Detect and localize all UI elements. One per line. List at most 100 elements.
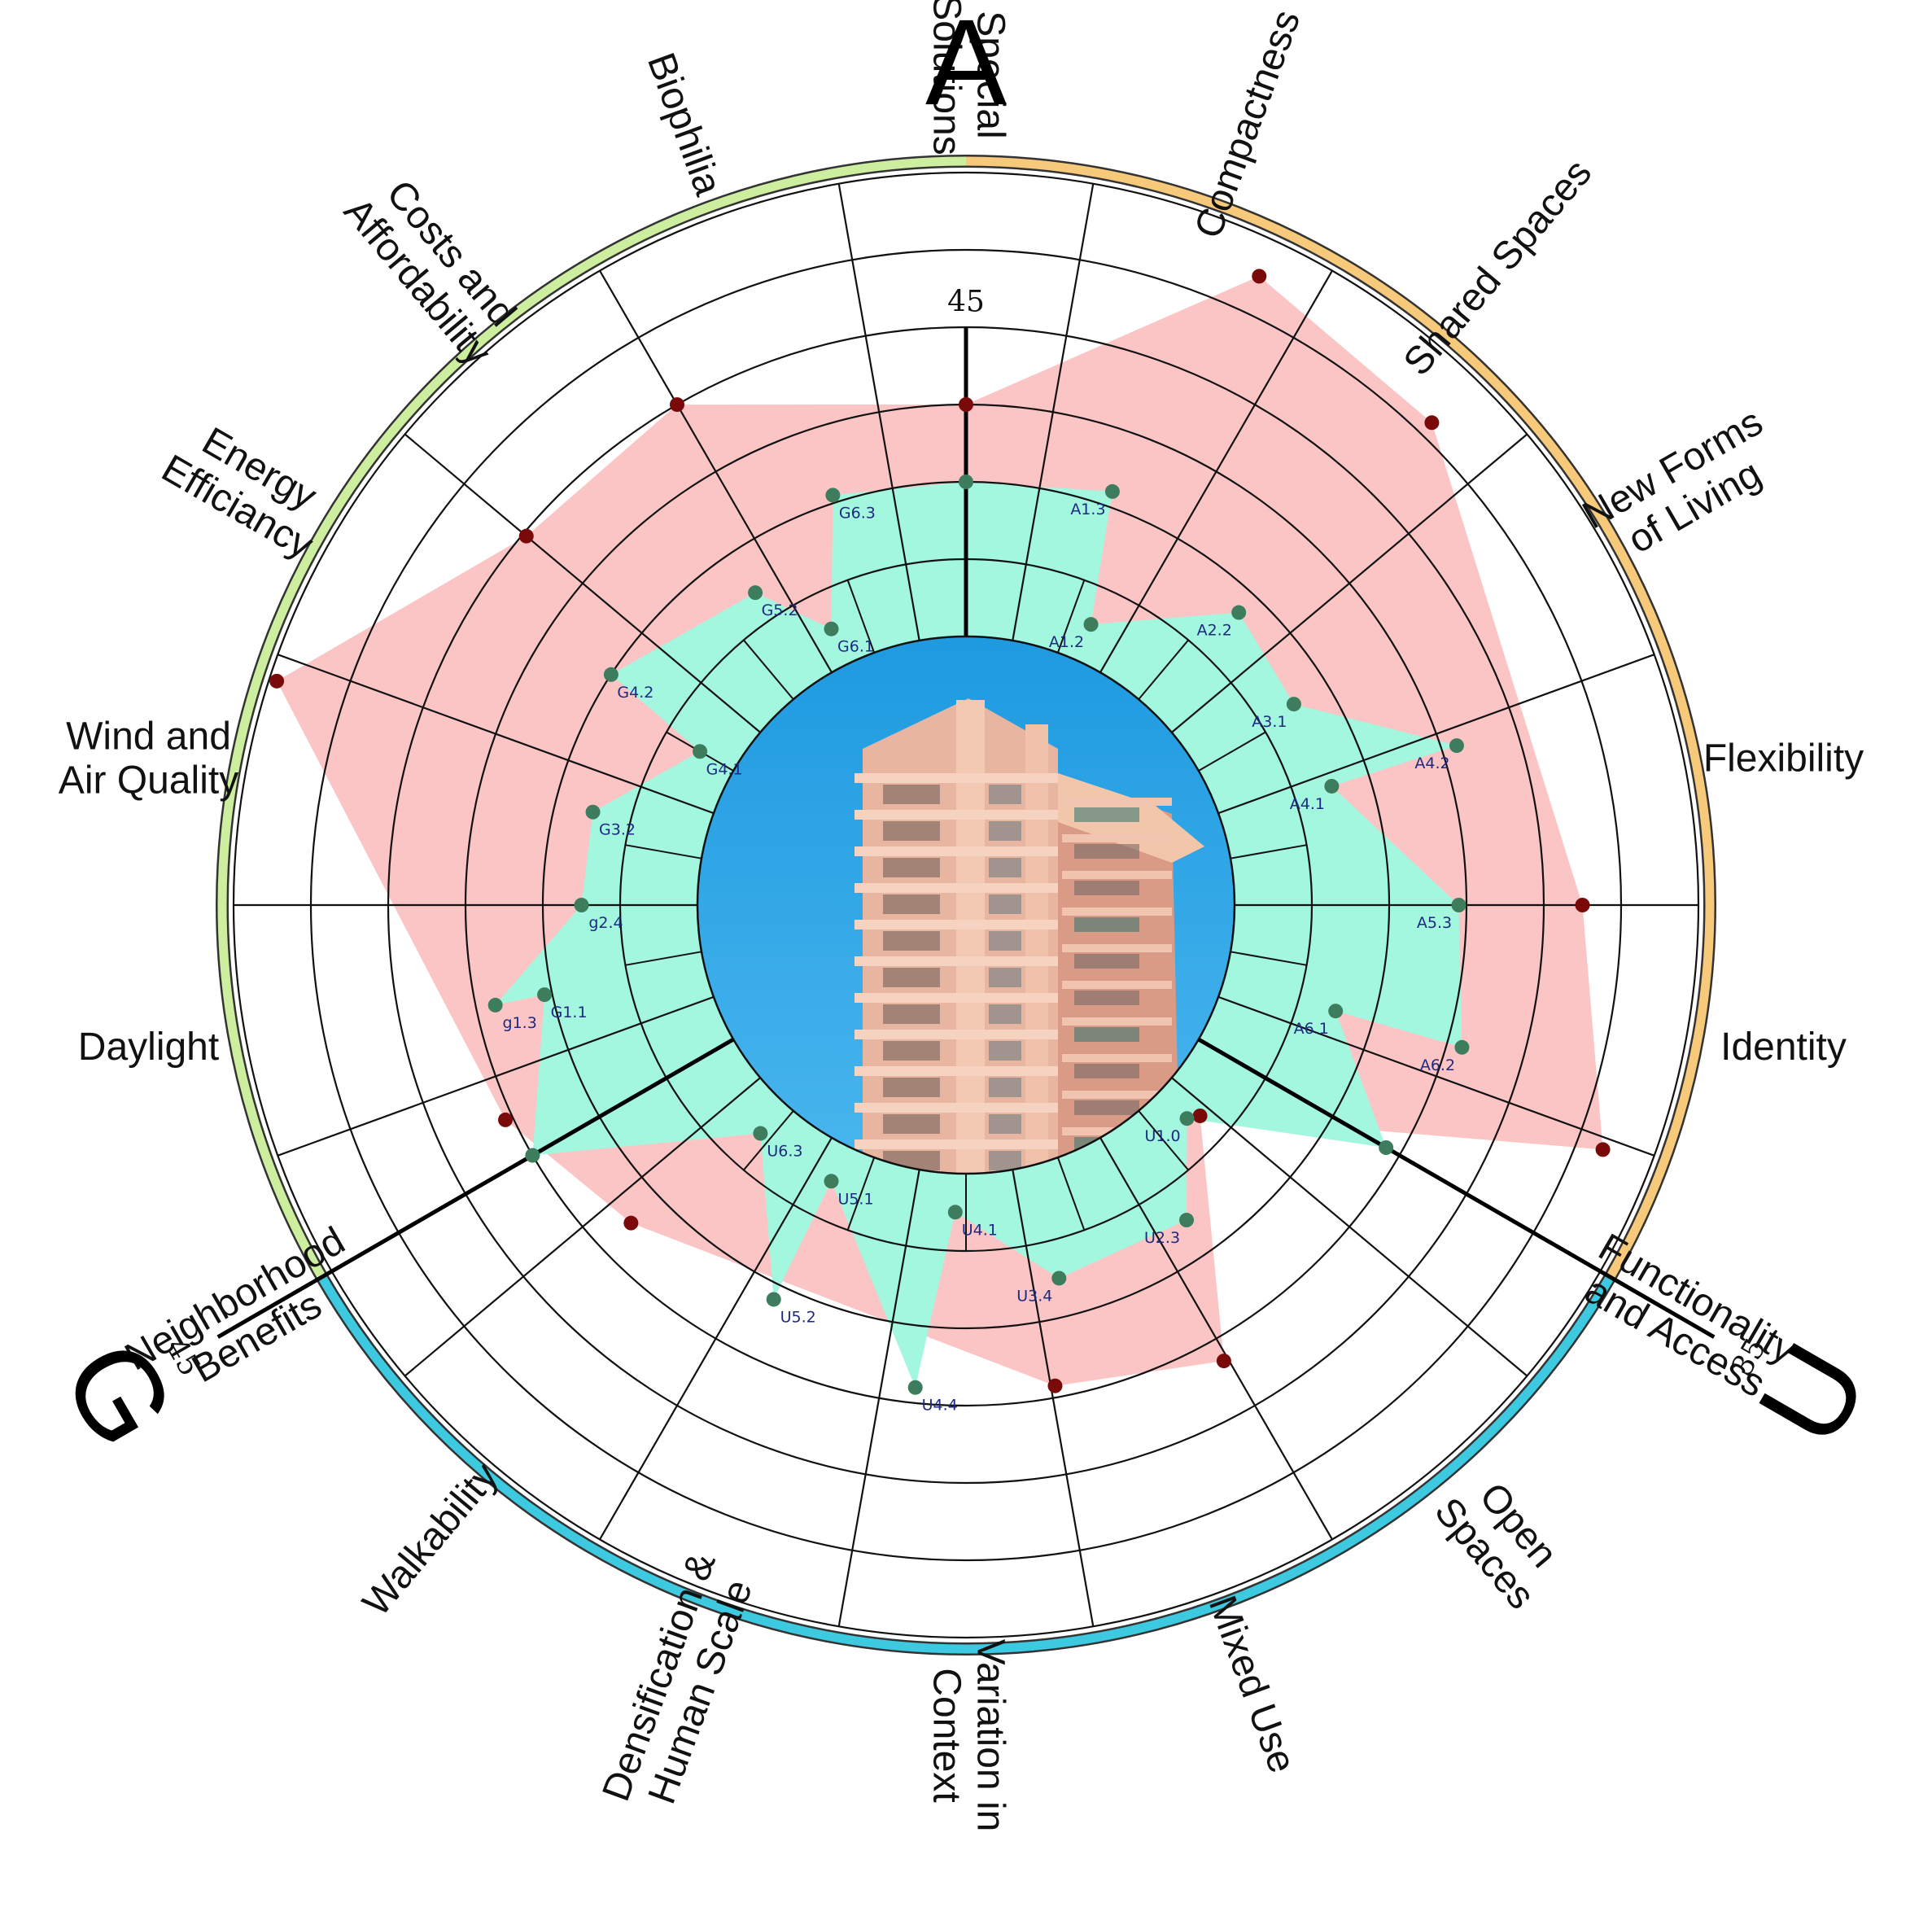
window bbox=[883, 1041, 940, 1061]
code-label: A6.2 bbox=[1420, 1056, 1455, 1074]
floor-slab bbox=[855, 1030, 1058, 1039]
section-arcs bbox=[216, 155, 1717, 1656]
green-marker bbox=[907, 1380, 923, 1395]
sector-spoke bbox=[1217, 995, 1655, 1157]
category-label-line: Mixed Use bbox=[1200, 1590, 1304, 1778]
green-marker bbox=[693, 744, 708, 759]
red-marker bbox=[269, 673, 285, 689]
axis-line-U bbox=[1197, 1037, 1716, 1339]
window bbox=[989, 931, 1021, 951]
code-label: G1.1 bbox=[551, 1004, 588, 1021]
code-label: G6.1 bbox=[837, 638, 874, 656]
category-label: Shared Spaces bbox=[1396, 151, 1601, 384]
code-label: U6.3 bbox=[767, 1143, 802, 1161]
code-label: A6.1 bbox=[1294, 1020, 1329, 1038]
window bbox=[883, 858, 940, 877]
floor-slab bbox=[855, 1103, 1058, 1113]
green-marker bbox=[1083, 617, 1099, 632]
red-marker bbox=[1216, 1354, 1231, 1369]
category-label-line: Wind and bbox=[66, 715, 231, 759]
floor-slab bbox=[855, 1139, 1058, 1149]
red-marker bbox=[498, 1112, 514, 1127]
code-label: A4.2 bbox=[1414, 754, 1449, 772]
green-marker bbox=[1454, 1039, 1470, 1055]
floor-slab bbox=[855, 920, 1058, 929]
green-marker bbox=[525, 1148, 540, 1163]
window bbox=[989, 858, 1021, 877]
green-marker bbox=[1179, 1111, 1195, 1126]
sector-spoke bbox=[404, 433, 761, 733]
green-marker bbox=[1324, 778, 1340, 794]
code-label: A5.3 bbox=[1417, 914, 1452, 932]
sector-spoke bbox=[1099, 270, 1333, 673]
red-marker bbox=[1252, 269, 1267, 284]
green-marker bbox=[1379, 1140, 1394, 1155]
red-marker bbox=[670, 397, 684, 413]
green-marker bbox=[753, 1126, 768, 1141]
code-label: U1.0 bbox=[1144, 1127, 1180, 1145]
category-label: Walkability bbox=[355, 1454, 507, 1624]
category-label-line: Flexibility bbox=[1703, 737, 1864, 781]
sub-spoke bbox=[1056, 580, 1086, 654]
sector-spoke bbox=[1012, 1169, 1095, 1627]
green-marker bbox=[574, 898, 589, 912]
category-label-line: Context bbox=[924, 1668, 968, 1802]
code-label: U5.1 bbox=[837, 1190, 873, 1208]
code-label: G6.3 bbox=[839, 504, 876, 522]
sector-spoke bbox=[1171, 1077, 1528, 1377]
category-label-line: Compactness bbox=[1187, 5, 1309, 244]
category-label: Biophilia bbox=[639, 47, 730, 201]
sector-spoke bbox=[1217, 654, 1655, 815]
code-label: G4.2 bbox=[617, 684, 653, 702]
markers bbox=[269, 269, 1611, 1395]
green-marker bbox=[1328, 1004, 1344, 1019]
floor-slab bbox=[855, 883, 1058, 893]
red-marker bbox=[1595, 1142, 1611, 1157]
green-marker bbox=[1104, 483, 1120, 499]
category-label: Compactness bbox=[1187, 5, 1309, 244]
sector-spoke bbox=[404, 1077, 761, 1377]
sector-spoke bbox=[1012, 183, 1095, 641]
window bbox=[883, 1078, 940, 1097]
green-marker bbox=[947, 1205, 963, 1220]
category-label-line: Daylight bbox=[78, 1026, 219, 1069]
axis-max-label-A: 45 bbox=[947, 286, 985, 319]
code-label: A4.1 bbox=[1290, 795, 1325, 813]
section-arc-G bbox=[217, 156, 967, 1279]
green-marker bbox=[603, 667, 619, 682]
green-marker bbox=[825, 488, 841, 503]
window bbox=[1074, 844, 1139, 859]
category-label-line: Special bbox=[968, 11, 1012, 138]
red-marker bbox=[1424, 415, 1440, 431]
window bbox=[989, 1151, 1021, 1170]
sub-spoke bbox=[1056, 1157, 1086, 1231]
axis-line-G bbox=[216, 1037, 735, 1339]
floor-slab bbox=[1062, 798, 1172, 806]
window bbox=[989, 1004, 1021, 1024]
window bbox=[989, 894, 1021, 914]
window bbox=[1074, 1064, 1139, 1078]
code-label: U4.1 bbox=[962, 1221, 998, 1239]
sector-spoke bbox=[1099, 1137, 1333, 1540]
category-label: Mixed Use bbox=[1200, 1590, 1304, 1778]
code-label: U2.3 bbox=[1144, 1229, 1180, 1247]
window bbox=[989, 1078, 1021, 1097]
red-marker bbox=[1192, 1108, 1208, 1123]
category-label-line: Variation in bbox=[968, 1639, 1012, 1832]
floor-slab bbox=[855, 956, 1058, 966]
sector-spoke bbox=[599, 270, 833, 673]
window bbox=[883, 821, 940, 841]
section-arc-A bbox=[965, 156, 1715, 1279]
floor-slab bbox=[1062, 1054, 1172, 1062]
green-marker bbox=[537, 987, 553, 1003]
code-label: A2.2 bbox=[1197, 622, 1232, 640]
window bbox=[989, 1114, 1021, 1134]
green-marker bbox=[1449, 738, 1464, 754]
floor-slab bbox=[855, 773, 1058, 783]
category-label-line: Air Quality bbox=[59, 759, 238, 803]
code-label: G3.2 bbox=[599, 821, 636, 839]
sub-spoke bbox=[625, 951, 702, 966]
